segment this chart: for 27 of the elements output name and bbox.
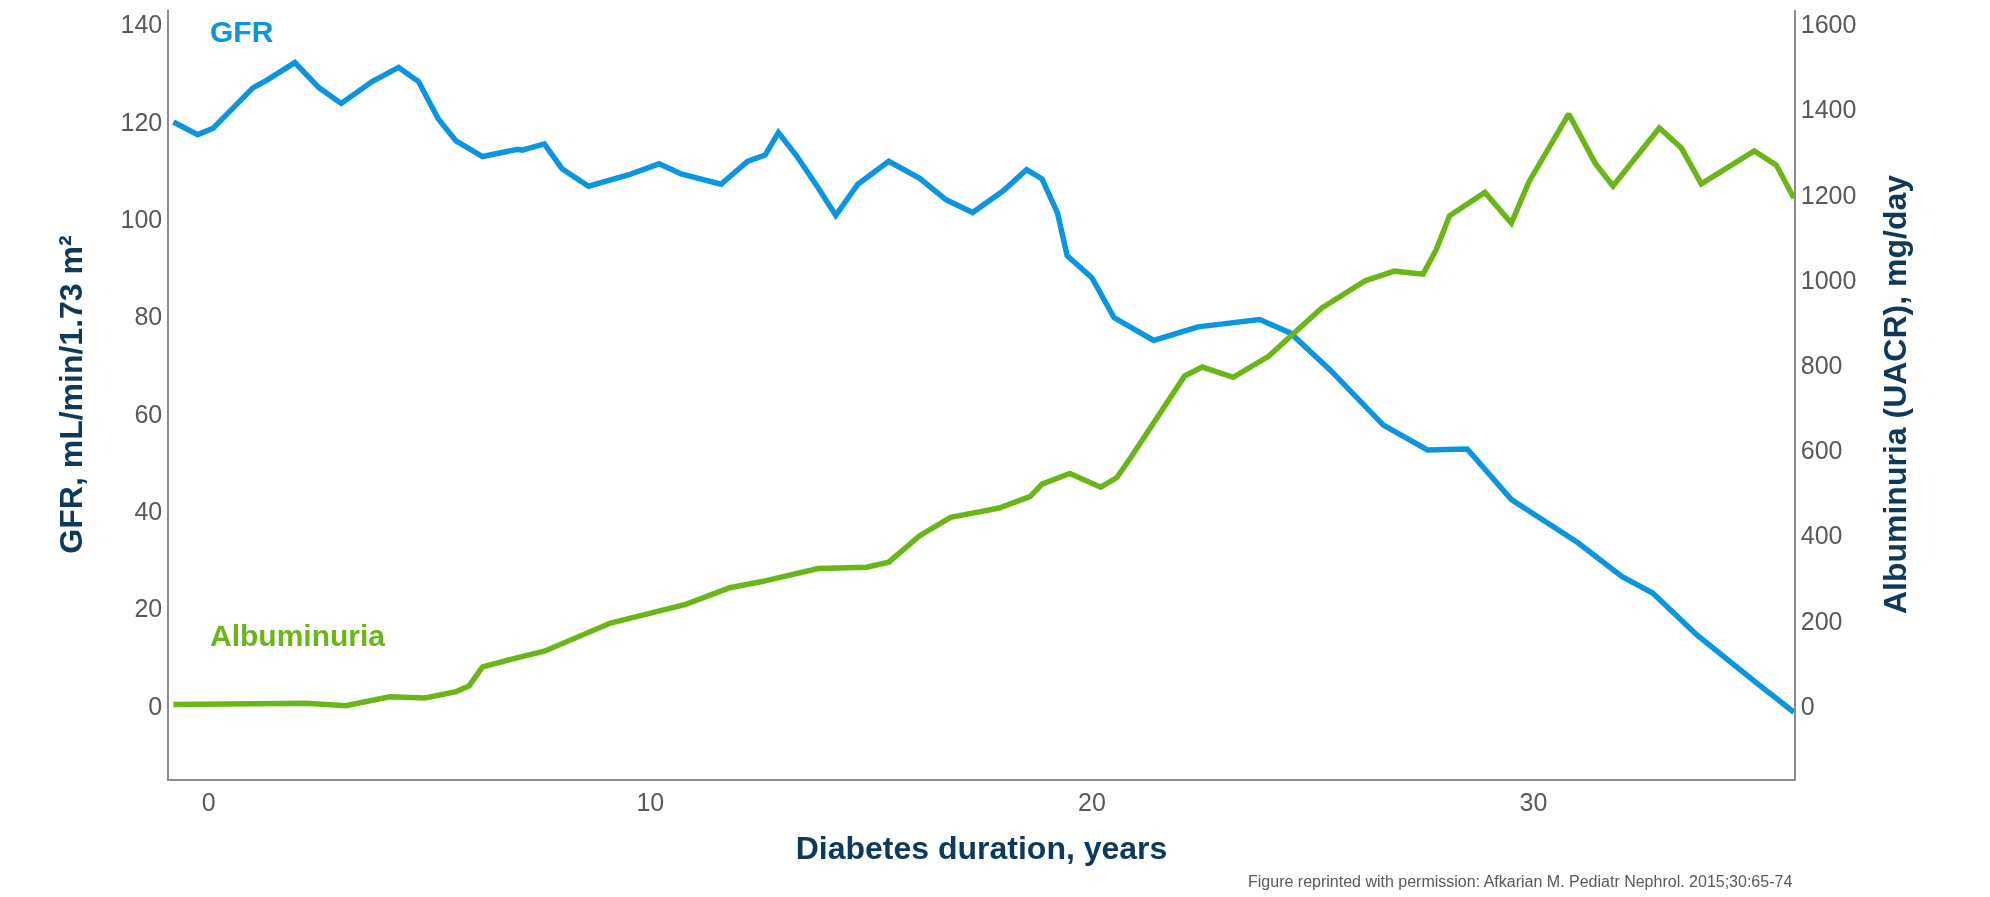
y2-tick-label: 400 — [1800, 521, 1843, 550]
y-tick-label: 20 — [134, 594, 163, 623]
x-tick-label: 0 — [201, 787, 216, 816]
y2-tick-label: 600 — [1800, 436, 1843, 465]
y-tick-label: 100 — [120, 205, 163, 234]
y-tick-label: 120 — [120, 107, 163, 136]
y-tick-label: 40 — [134, 497, 163, 526]
y2-tick-label: 1600 — [1800, 10, 1857, 39]
x-tick-label: 20 — [1077, 787, 1106, 816]
x-axis-title: Diabetes duration, years — [795, 830, 1168, 867]
y2-tick-label: 1400 — [1800, 95, 1857, 124]
series-label: Albuminuria — [210, 619, 386, 652]
y2-axis-title: Albuminuria (UACR), mg/day — [1876, 174, 1913, 615]
text: Figure reprinted with permission: Afkarian M. Pediatr Nephrol. 2015;30:65-74 — [1248, 873, 1793, 890]
x-tick-label: 30 — [1519, 787, 1548, 816]
y2-tick-label: 1200 — [1800, 180, 1857, 209]
y-tick-label: 80 — [134, 302, 163, 331]
y2-tick-label: 200 — [1800, 606, 1843, 635]
y2-tick-label: 0 — [1800, 691, 1815, 720]
series-label: GFR — [210, 15, 274, 48]
y-tick-label: 60 — [134, 399, 163, 428]
x-tick-label: 10 — [636, 787, 665, 816]
y-tick-label: 0 — [148, 691, 163, 720]
y-tick-label: 140 — [120, 10, 163, 39]
y-axis-title: GFR, mL/min/1.73 m² — [53, 235, 90, 554]
y2-tick-label: 800 — [1800, 351, 1843, 380]
y2-tick-label: 1000 — [1800, 265, 1857, 294]
